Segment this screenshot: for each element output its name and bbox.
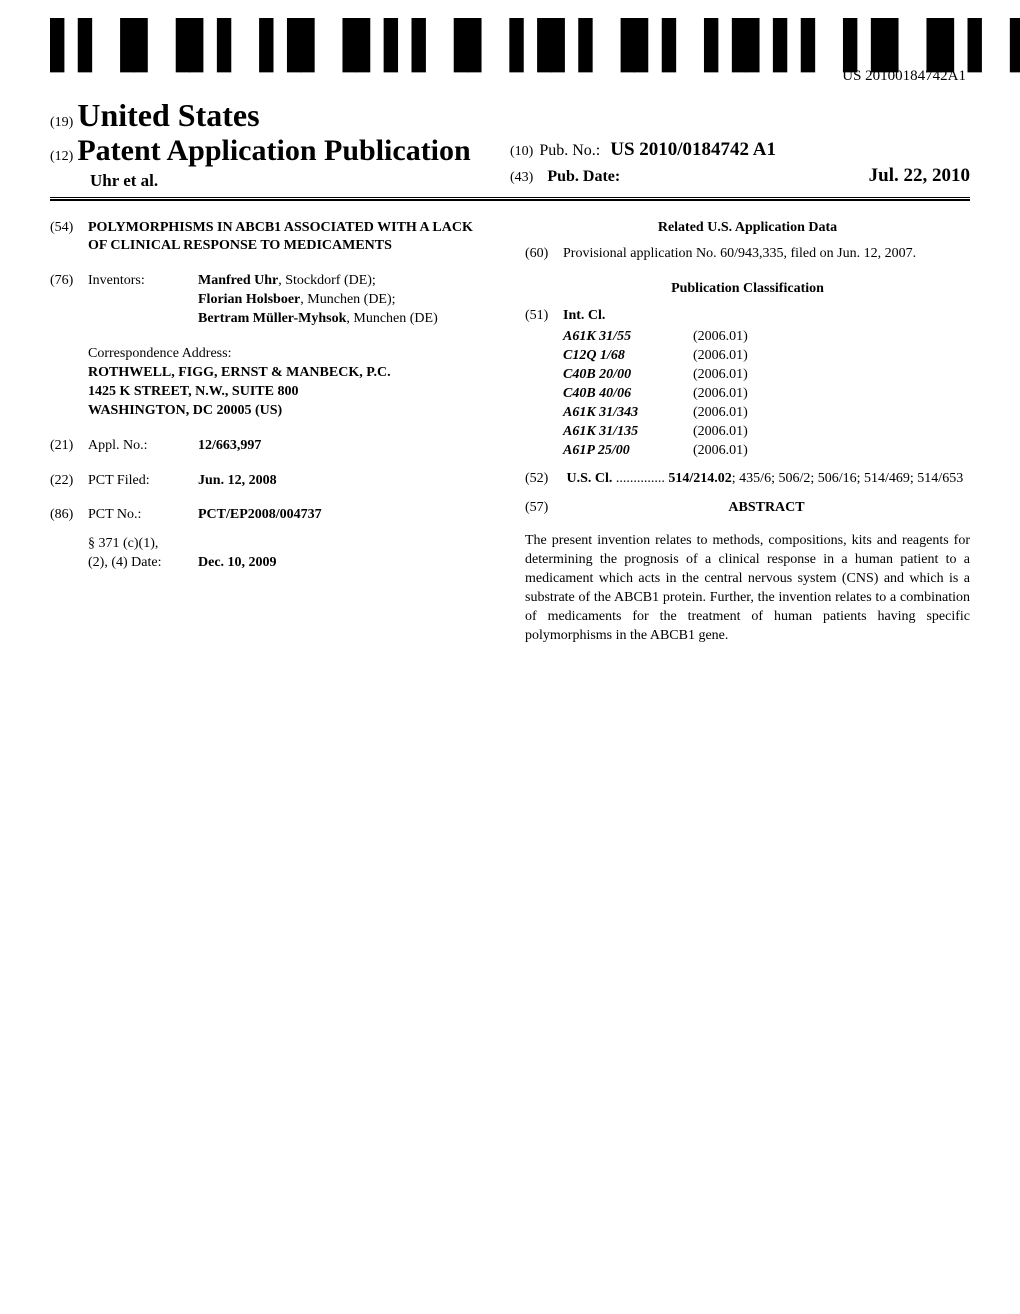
inventor-name: Manfred Uhr	[198, 273, 278, 288]
inventor-loc: , Munchen (DE);	[300, 292, 395, 307]
related-heading: Related U.S. Application Data	[525, 219, 970, 238]
right-column: Related U.S. Application Data (60) Provi…	[525, 219, 970, 646]
dotfill: ..............	[616, 470, 665, 489]
intcl-entry: A61K 31/55(2006.01)	[563, 328, 970, 347]
classification-heading: Publication Classification	[525, 280, 970, 299]
correspondence-label: Correspondence Address:	[88, 345, 495, 364]
intcl-class: A61K 31/343	[563, 404, 693, 423]
header-separator	[50, 197, 970, 201]
pubdate-code: (43)	[510, 170, 533, 185]
provisional-code: (60)	[525, 245, 563, 264]
authors-line: Uhr et al.	[50, 171, 510, 191]
header-left: (19) United States (12) Patent Applicati…	[50, 97, 510, 191]
intcl-date: (2006.01)	[693, 442, 970, 461]
pct-filed-code: (22)	[50, 472, 88, 491]
title-code: (54)	[50, 219, 88, 257]
intcl-table: A61K 31/55(2006.01) C12Q 1/68(2006.01) C…	[525, 328, 970, 460]
intcl-entry: A61K 31/135(2006.01)	[563, 423, 970, 442]
pub-date: Jul. 22, 2010	[869, 165, 970, 187]
uscl-lead: 514/214.02	[668, 471, 731, 486]
inventors-label: Inventors:	[88, 272, 198, 329]
intcl-class: A61K 31/55	[563, 328, 693, 347]
left-column: (54) POLYMORPHISMS IN ABCB1 ASSOCIATED W…	[50, 219, 495, 646]
uscl-label: U.S. Cl.	[567, 471, 613, 486]
abstract-text: The present invention relates to methods…	[525, 532, 970, 645]
pct-filed-row: (22) PCT Filed: Jun. 12, 2008	[50, 472, 495, 491]
appl-no-value: 12/663,997	[198, 437, 495, 456]
title-text: POLYMORPHISMS IN ABCB1 ASSOCIATED WITH A…	[88, 219, 495, 257]
intcl-entry: A61K 31/343(2006.01)	[563, 404, 970, 423]
inventor-loc: , Munchen (DE)	[346, 311, 437, 326]
pct-filed-value: Jun. 12, 2008	[198, 472, 495, 491]
country-code: (19)	[50, 115, 73, 130]
pct-sub-line1: § 371 (c)(1),	[88, 535, 495, 554]
uscl-row: (52) U.S. Cl. .............. 514/214.02;…	[525, 470, 970, 489]
inventor-name: Florian Holsboer	[198, 292, 300, 307]
pct-no-label: PCT No.:	[88, 506, 198, 525]
intcl-date: (2006.01)	[693, 347, 970, 366]
pct-no-value: PCT/EP2008/004737	[198, 506, 495, 525]
inventors-row: (76) Inventors: Manfred Uhr, Stockdorf (…	[50, 272, 495, 329]
intcl-entry: C40B 40/06(2006.01)	[563, 385, 970, 404]
header-right: (10) Pub. No.: US 2010/0184742 A1 (43) P…	[510, 97, 970, 187]
intcl-class: C40B 40/06	[563, 385, 693, 404]
intcl-entry: C12Q 1/68(2006.01)	[563, 347, 970, 366]
pct-sub-value: Dec. 10, 2009	[198, 554, 277, 573]
intcl-class: C12Q 1/68	[563, 347, 693, 366]
correspondence-line: WASHINGTON, DC 20005 (US)	[88, 402, 495, 421]
doc-type: Patent Application Publication	[77, 134, 470, 167]
intcl-entry: A61P 25/00(2006.01)	[563, 442, 970, 461]
provisional-row: (60) Provisional application No. 60/943,…	[525, 245, 970, 264]
country-name: United States	[77, 97, 259, 133]
intcl-row: (51) Int. Cl.	[525, 307, 970, 326]
intcl-class: A61P 25/00	[563, 442, 693, 461]
title-row: (54) POLYMORPHISMS IN ABCB1 ASSOCIATED W…	[50, 219, 495, 257]
pubdate-label: Pub. Date:	[547, 168, 620, 185]
uscl-code: (52)	[525, 470, 563, 489]
pct-no-code: (86)	[50, 506, 88, 525]
intcl-class: A61K 31/135	[563, 423, 693, 442]
appl-no-label: Appl. No.:	[88, 437, 198, 456]
header: (19) United States (12) Patent Applicati…	[50, 97, 970, 191]
pct-no-row: (86) PCT No.: PCT/EP2008/004737	[50, 506, 495, 525]
pct-filed-label: PCT Filed:	[88, 472, 198, 491]
pct-sub: § 371 (c)(1), (2), (4) Date: Dec. 10, 20…	[50, 535, 495, 573]
intcl-date: (2006.01)	[693, 328, 970, 347]
abstract-code: (57)	[525, 499, 563, 526]
pubno-code: (10)	[510, 144, 533, 160]
appl-no-row: (21) Appl. No.: 12/663,997	[50, 437, 495, 456]
abstract-heading: ABSTRACT	[563, 499, 970, 518]
intcl-entry: C40B 20/00(2006.01)	[563, 366, 970, 385]
correspondence: Correspondence Address: ROTHWELL, FIGG, …	[50, 345, 495, 421]
provisional-text: Provisional application No. 60/943,335, …	[563, 245, 970, 264]
inventor-loc: , Stockdorf (DE);	[278, 273, 376, 288]
inventor-name: Bertram Müller-Myhsok	[198, 311, 346, 326]
intcl-date: (2006.01)	[693, 366, 970, 385]
inventors-code: (76)	[50, 272, 88, 329]
appl-no-code: (21)	[50, 437, 88, 456]
inventors-value: Manfred Uhr, Stockdorf (DE); Florian Hol…	[198, 272, 495, 329]
barcode-area: ▌▌▐▌▐▌▌▐▐▌▐▌▌▌▐▌▐▐▌▌▐▌▌▐▐▌▌▌▐▐▌▐▌▌▐▌▐▌▐▐…	[50, 30, 970, 64]
pub-no: US 2010/0184742 A1	[610, 139, 776, 161]
intcl-label: Int. Cl.	[563, 307, 605, 326]
barcode-graphic: ▌▌▐▌▐▌▌▐▐▌▐▌▌▌▐▌▐▐▌▌▐▌▌▐▐▌▌▌▐▐▌▐▌▌▐▌▐▌▐▐…	[50, 30, 1020, 64]
intcl-date: (2006.01)	[693, 385, 970, 404]
correspondence-line: ROTHWELL, FIGG, ERNST & MANBECK, P.C.	[88, 364, 495, 383]
intcl-date: (2006.01)	[693, 423, 970, 442]
pubno-label: Pub. No.:	[539, 142, 600, 160]
main-body: (54) POLYMORPHISMS IN ABCB1 ASSOCIATED W…	[50, 219, 970, 646]
correspondence-line: 1425 K STREET, N.W., SUITE 800	[88, 383, 495, 402]
uscl-rest: ; 435/6; 506/2; 506/16; 514/469; 514/653	[732, 471, 963, 486]
intcl-class: C40B 20/00	[563, 366, 693, 385]
intcl-code: (51)	[525, 307, 563, 326]
intcl-date: (2006.01)	[693, 404, 970, 423]
doc-type-code: (12)	[50, 149, 73, 164]
pct-sub-label: (2), (4) Date:	[88, 554, 198, 573]
